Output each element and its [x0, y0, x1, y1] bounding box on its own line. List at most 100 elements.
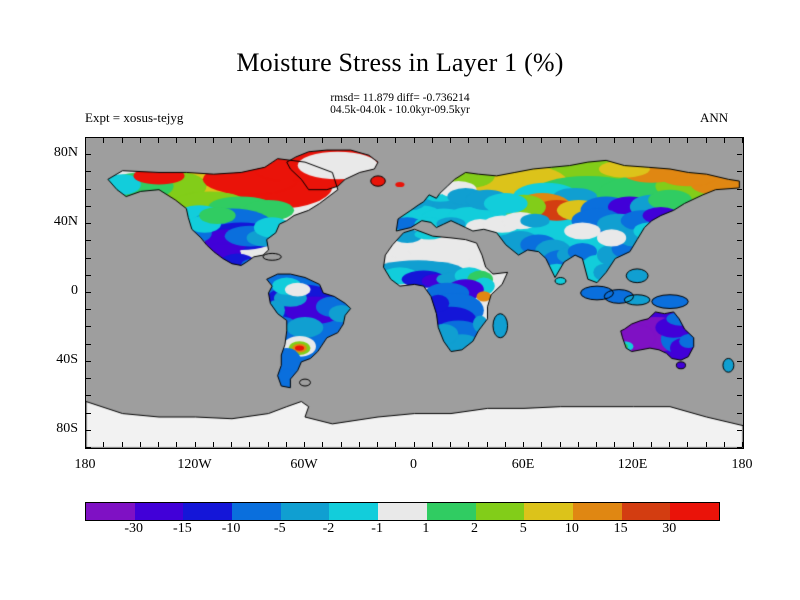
x-tick-minor [304, 138, 305, 143]
y-tick-minor [737, 154, 742, 156]
colorbar-swatch [670, 503, 719, 520]
y-tick-minor [86, 154, 91, 156]
y-axis-label: 40N [53, 214, 78, 230]
y-axis-label: 80N [53, 145, 78, 161]
x-tick-minor [176, 442, 178, 447]
y-tick-minor [737, 412, 742, 414]
x-axis-label: 180 [74, 457, 96, 472]
x-tick-minor [559, 442, 561, 447]
subtitle-statistics: rmsd= 11.879 diff= -0.736214 [330, 92, 470, 104]
y-tick-minor [737, 223, 742, 225]
colorbar-swatch [329, 503, 379, 520]
colorbar-tick-label: -30 [124, 521, 144, 536]
y-tick-minor [86, 447, 91, 448]
colorbar-tick-label: 10 [564, 521, 579, 536]
y-tick-minor [737, 137, 742, 138]
x-tick-minor [577, 442, 579, 447]
colorbar-swatch [426, 503, 476, 520]
colorbar-tick-label: 2 [471, 521, 479, 536]
x-tick-minor [176, 138, 178, 143]
x-tick-minor [596, 442, 597, 447]
x-tick-minor [450, 138, 451, 143]
x-tick-minor [669, 442, 670, 447]
x-tick-minor [377, 442, 378, 447]
subtitle-period: 04.5k-04.0k - 10.0kyr-09.5kyr [330, 104, 470, 116]
moisture-stress-heatmap [86, 138, 743, 448]
y-tick-minor [86, 240, 91, 242]
x-tick-minor [413, 138, 415, 143]
y-tick-minor [737, 343, 742, 345]
x-tick-minor [413, 442, 415, 447]
x-tick-minor [687, 442, 689, 447]
x-tick-minor [395, 138, 397, 143]
colorbar-swatch [475, 503, 525, 520]
colorbar-swatch [183, 503, 233, 520]
x-tick-minor [742, 442, 743, 447]
x-tick-minor [103, 138, 105, 143]
y-tick-minor [86, 429, 91, 431]
x-tick-minor [212, 138, 214, 143]
y-tick-minor [737, 188, 742, 190]
x-tick-minor [614, 138, 616, 143]
x-tick-minor [431, 442, 433, 447]
x-tick-minor [577, 138, 579, 143]
colorbar-tick-label: -1 [371, 521, 383, 536]
x-tick-minor [121, 138, 123, 143]
x-tick-minor [103, 442, 105, 447]
x-tick-minor [194, 442, 196, 447]
x-tick-minor [395, 442, 397, 447]
x-tick-minor [267, 442, 269, 447]
x-tick-minor [541, 138, 543, 143]
y-tick-minor [737, 378, 742, 380]
y-tick-minor [737, 326, 742, 328]
x-tick-minor [723, 138, 725, 143]
page-title: Moisture Stress in Layer 1 (%) [236, 48, 564, 77]
experiment-label: Expt = xosus-tejyg [85, 110, 184, 125]
y-axis-label: 0 [71, 283, 78, 298]
y-tick-minor [737, 205, 742, 207]
x-tick-minor [139, 138, 141, 143]
x-tick-minor [650, 138, 652, 143]
x-tick-minor [596, 138, 597, 143]
colorbar-swatch [86, 503, 135, 520]
y-tick-minor [86, 326, 91, 328]
colorbar-tick-label: -15 [173, 521, 192, 536]
x-tick-minor [322, 442, 324, 447]
colorbar-swatch [280, 503, 330, 520]
x-tick-minor [468, 442, 470, 447]
x-tick-minor [614, 442, 616, 447]
x-tick-minor [304, 442, 305, 447]
x-tick-minor [249, 442, 251, 447]
y-tick-minor [86, 205, 91, 207]
x-tick-minor [194, 138, 196, 143]
x-tick-minor [212, 442, 214, 447]
x-tick-minor [358, 442, 360, 447]
x-tick-minor [687, 138, 689, 143]
x-tick-minor [340, 138, 342, 143]
y-tick-minor [86, 171, 91, 173]
season-label: ANN [700, 110, 729, 125]
colorbar-swatch [232, 503, 281, 520]
y-tick-minor [86, 360, 91, 362]
colorbar-swatch [134, 503, 184, 520]
y-tick-minor [737, 360, 742, 362]
x-tick-minor [486, 442, 488, 447]
x-tick-minor [158, 442, 159, 447]
y-tick-minor [737, 292, 742, 293]
x-tick-minor [450, 442, 451, 447]
y-tick-minor [86, 395, 91, 397]
colorbar-tick-label: -10 [221, 521, 241, 536]
y-axis-label: 80S [56, 420, 78, 436]
x-tick-minor [231, 138, 232, 143]
x-tick-minor [85, 138, 86, 143]
x-tick-minor [431, 138, 433, 143]
colorbar-tick-label: -5 [273, 521, 286, 536]
y-tick-minor [86, 188, 91, 190]
y-tick-minor [737, 257, 742, 259]
x-tick-minor [541, 442, 543, 447]
x-tick-minor [85, 442, 86, 447]
x-tick-minor [504, 442, 506, 447]
y-tick-minor [737, 171, 742, 173]
x-axis-label: 60W [290, 457, 318, 472]
